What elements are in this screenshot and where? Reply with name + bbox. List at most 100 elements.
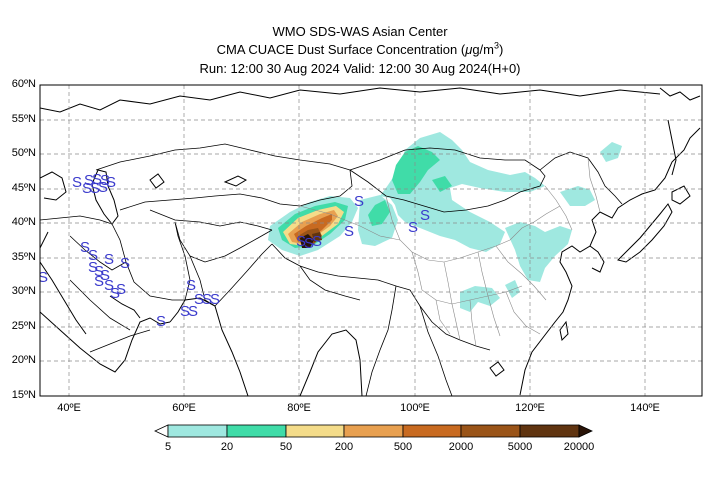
- station-marker: S: [312, 233, 322, 250]
- colorbar-label: 5: [164, 441, 172, 453]
- dust-band-5-20: [505, 222, 572, 282]
- colorbar: [154, 424, 593, 438]
- colorbar-over-arrow: [578, 424, 593, 438]
- coastline-persian-gulf: [109, 295, 141, 319]
- dust-band-5000-20000: [312, 232, 322, 242]
- map-frame: [39, 84, 703, 397]
- border-arabia: [69, 279, 131, 331]
- colorbar-label: 20000: [563, 441, 595, 453]
- border-china-india: [271, 243, 411, 291]
- dust-band-20-50: [392, 146, 440, 194]
- unit-close: ): [499, 42, 504, 57]
- lon-label: 40ºE: [57, 402, 81, 414]
- station-marker: S: [38, 269, 48, 286]
- station-marker: S: [106, 174, 116, 191]
- station-marker: S: [110, 285, 120, 302]
- coastline-caspian: [91, 169, 119, 225]
- colorbar-label: 50: [279, 441, 293, 453]
- station-marker: S: [202, 291, 212, 308]
- border-pakistan: [189, 243, 273, 307]
- title-line-2: CMA CUACE Dust Surface Concentration (μg…: [0, 41, 720, 59]
- station-marker: S: [94, 273, 104, 290]
- station-marker: S: [88, 247, 98, 264]
- station-marker: S: [92, 171, 102, 188]
- station-marker: S: [116, 281, 126, 298]
- station-marker: S: [90, 180, 100, 197]
- border-central-asia: [149, 209, 273, 231]
- station-marker: S: [72, 174, 82, 191]
- coastline-sakhalin: [667, 119, 677, 176]
- lat-label: 25ºN: [11, 320, 36, 332]
- coastline-taiwan: [559, 320, 569, 342]
- dust-field-5000-plus: [300, 232, 322, 248]
- province-border: [587, 157, 601, 213]
- station-markers: S S S S S S S S S S S S S S S S S S S S …: [38, 171, 430, 330]
- lat-label: 55ºN: [11, 113, 36, 125]
- coastline-japan: [617, 203, 673, 263]
- lat-label: 50ºN: [11, 147, 36, 159]
- province-border: [505, 291, 541, 335]
- colorbar-segment-1: [167, 424, 228, 438]
- lon-label: 140ºE: [630, 402, 660, 414]
- colorbar-label: 500: [393, 441, 413, 453]
- station-marker: S: [88, 259, 98, 276]
- graticule: [40, 85, 702, 396]
- coastline-arctic: [40, 87, 661, 113]
- station-marker: S: [120, 255, 130, 272]
- title-line-1: WMO SDS-WAS Asian Center: [272, 24, 448, 39]
- coastline-hainan: [489, 361, 505, 377]
- station-marker: S: [354, 193, 364, 210]
- station-marker: S: [104, 251, 114, 268]
- colorbar-segment-2: [226, 424, 287, 438]
- station-marker: S: [296, 233, 306, 250]
- border-iran: [111, 221, 191, 301]
- dust-band-5-20: [505, 280, 520, 298]
- border-china-russia-ne: [539, 151, 623, 205]
- station-marker: S: [408, 219, 418, 236]
- dust-band-5000-20000: [300, 234, 314, 248]
- unit-g: g/m: [472, 42, 494, 57]
- province-border: [299, 205, 401, 241]
- lat-label: 40ºN: [11, 216, 36, 228]
- border-russia-kazakhstan: [95, 143, 351, 171]
- colorbar-label: 200: [334, 441, 354, 453]
- colorbar-segment-5: [402, 424, 462, 438]
- map-area: S S S S S S S S S S S S S S S S S S S S …: [38, 85, 702, 396]
- border-myanmar: [365, 285, 397, 396]
- unit-exponent: 3: [493, 40, 499, 51]
- lon-label: 60ºE: [172, 402, 196, 414]
- colorbar-segment-7: [519, 424, 580, 438]
- coastline-balkhash: [223, 175, 248, 187]
- station-marker: S: [94, 263, 104, 280]
- coastline-bay-bengal: [299, 329, 363, 396]
- colorbar-label: 5000: [507, 441, 533, 453]
- coastline-red-sea: [40, 261, 87, 335]
- province-border: [443, 261, 461, 341]
- province-border: [509, 205, 561, 241]
- province-border: [385, 195, 511, 263]
- border-yemen-oman: [89, 329, 151, 353]
- province-border: [435, 299, 451, 335]
- station-marker: S: [186, 277, 196, 294]
- colorbar-label: 20: [220, 441, 234, 453]
- lat-label: 45ºN: [11, 182, 36, 194]
- station-marker: S: [100, 267, 110, 284]
- station-marker: S: [344, 223, 354, 240]
- station-marker: S: [104, 277, 114, 294]
- border-iraq-saudi: [69, 235, 127, 271]
- dust-band-5-20: [460, 286, 500, 312]
- station-marker: S: [84, 172, 94, 189]
- colorbar-segment-6: [460, 424, 521, 438]
- province-border: [495, 245, 547, 301]
- unit-mu: μ: [465, 42, 473, 57]
- lat-label: 60ºN: [11, 78, 36, 90]
- province-border: [477, 251, 501, 337]
- station-marker: S: [80, 239, 90, 256]
- colorbar-segment-3: [285, 424, 345, 438]
- province-border: [469, 299, 477, 347]
- colorbar-under-arrow: [154, 424, 169, 438]
- coastline-kamchatka: [659, 87, 701, 101]
- title-variable: CMA CUACE Dust Surface Concentration (: [216, 42, 466, 57]
- station-marker: S: [304, 235, 314, 252]
- colorbar-label: 2000: [448, 441, 474, 453]
